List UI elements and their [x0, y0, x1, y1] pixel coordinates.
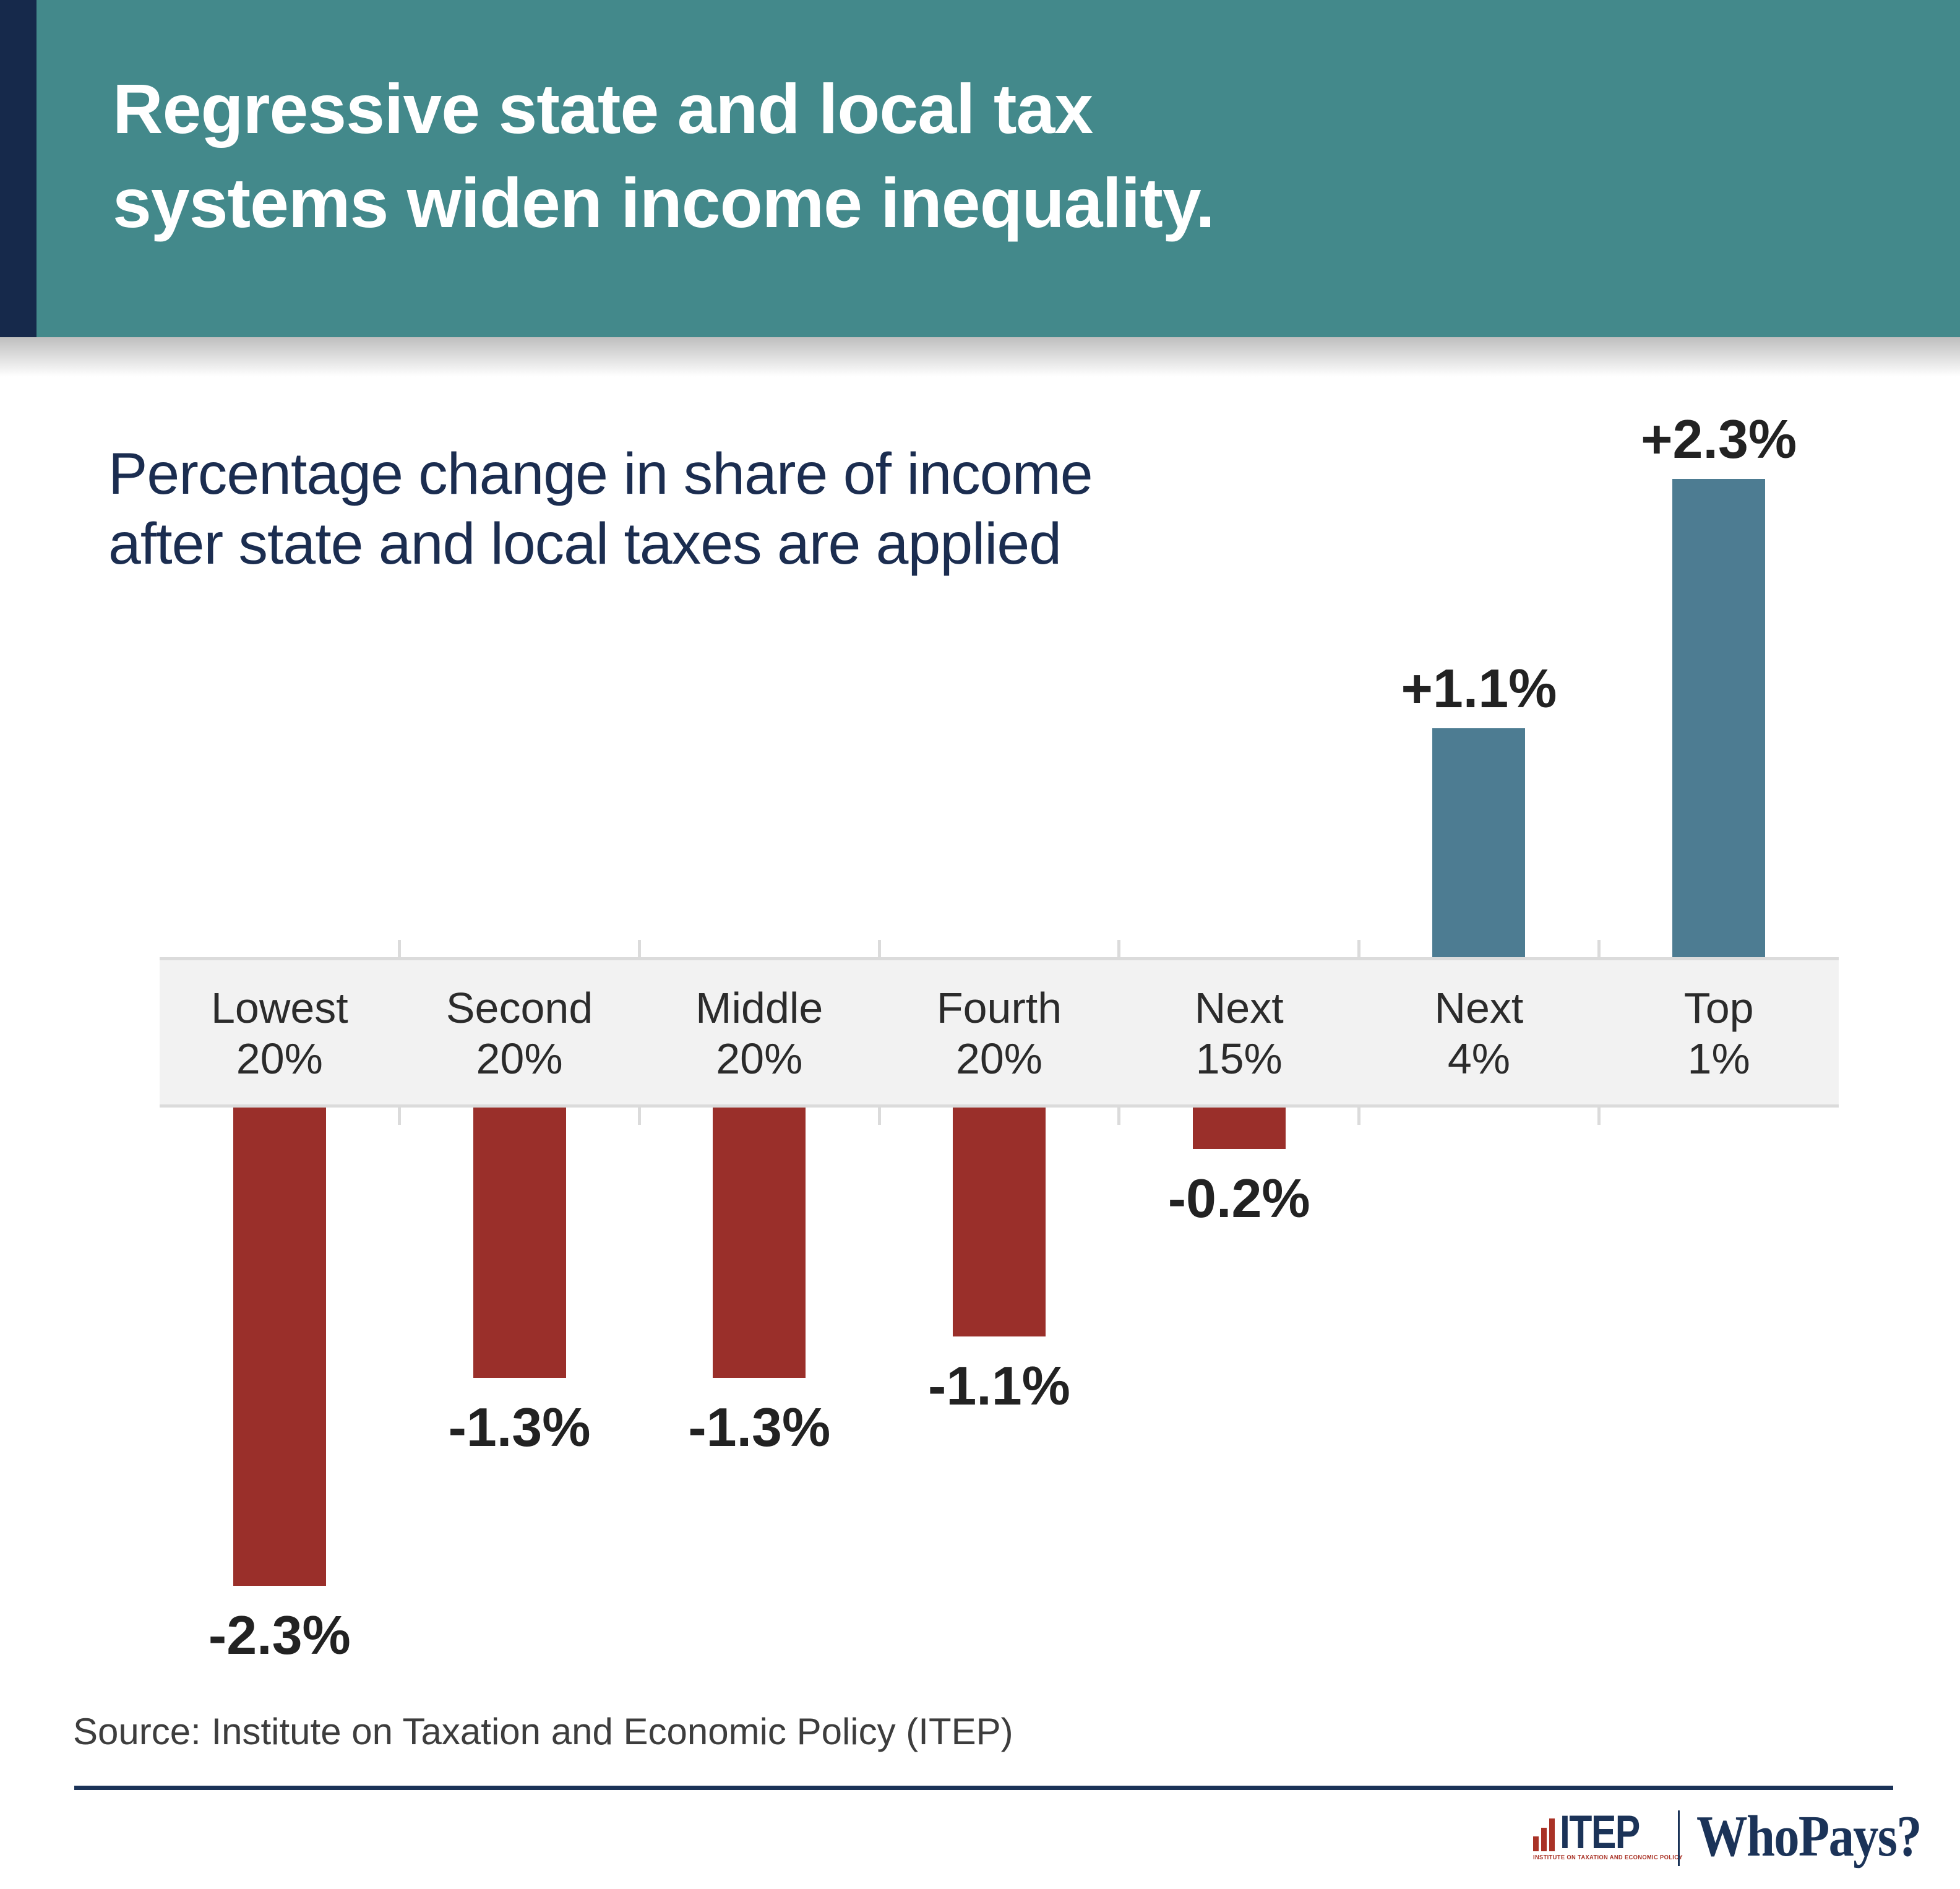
header-drop-shadow — [0, 337, 1960, 377]
bar-next-4pct — [1432, 728, 1526, 957]
category-boundary-tick-top — [1117, 940, 1121, 957]
category-label-line: 1% — [1687, 1035, 1750, 1083]
category-label: Lowest 20% — [160, 983, 400, 1084]
value-label: -0.2% — [1167, 1168, 1310, 1229]
category-boundary-tick-top — [877, 940, 881, 957]
bar-middle-20pct — [713, 1108, 806, 1378]
title-line-1: Regressive state and local tax — [113, 70, 1093, 148]
category-label-line: 4% — [1447, 1035, 1510, 1083]
chart-subtitle-line-1: Percentage change in share of income — [108, 441, 1093, 507]
bar-top-1pct — [1672, 479, 1766, 957]
category-label: Next 15% — [1119, 983, 1359, 1084]
itep-logo-top: ITEP — [1533, 1806, 1669, 1859]
logo-divider-line — [1678, 1810, 1680, 1866]
value-label: +1.1% — [1401, 658, 1557, 720]
whopays-logo: WhoPays? — [1696, 1804, 1922, 1869]
category-label-line: 20% — [236, 1035, 323, 1083]
category-boundary-tick-bottom — [398, 1108, 402, 1125]
chart-subtitle: Percentage change in share of income aft… — [108, 439, 1093, 579]
category-label: Fourth 20% — [879, 983, 1119, 1084]
category-boundary-tick-top — [1357, 940, 1361, 957]
category-boundary-tick-bottom — [637, 1108, 641, 1125]
itep-caption: INSTITUTE ON TAXATION AND ECONOMIC POLIC… — [1533, 1854, 1683, 1861]
bar-fourth-20pct — [953, 1108, 1046, 1336]
page-title: Regressive state and local tax systems w… — [113, 62, 1215, 250]
chart-subtitle-line-2: after state and local taxes are applied — [108, 511, 1062, 577]
category-label-line: 20% — [476, 1035, 563, 1083]
bar-second-20pct — [473, 1108, 566, 1378]
header-accent-bar — [0, 0, 37, 337]
value-label: +2.3% — [1641, 408, 1797, 470]
category-label: Middle 20% — [639, 983, 879, 1084]
itep-wordmark: ITEP — [1560, 1806, 1640, 1859]
category-label-line: Middle — [695, 984, 823, 1032]
value-label: -1.1% — [928, 1354, 1070, 1416]
category-boundary-tick-bottom — [1597, 1108, 1601, 1125]
category-label-line: Next — [1194, 984, 1284, 1032]
bar-chart-icon — [1533, 1813, 1557, 1851]
category-boundary-tick-top — [1597, 940, 1601, 957]
value-label: -1.3% — [448, 1396, 591, 1458]
title-line-2: systems widen income inequality. — [113, 164, 1215, 242]
category-boundary-tick-bottom — [1357, 1108, 1361, 1125]
category-boundary-tick-bottom — [1117, 1108, 1121, 1125]
category-label: Second 20% — [400, 983, 640, 1084]
category-label-line: 20% — [955, 1035, 1043, 1083]
header-banner: Regressive state and local tax systems w… — [0, 0, 1960, 337]
value-label: -1.3% — [688, 1396, 831, 1458]
category-boundary-tick-top — [398, 940, 402, 957]
category-label-line: 15% — [1195, 1035, 1283, 1083]
bar-next-15pct — [1192, 1108, 1286, 1150]
bar-lowest-20pct — [233, 1108, 326, 1586]
category-label-line: Next — [1434, 984, 1524, 1032]
value-label: -2.3% — [208, 1604, 351, 1666]
category-boundary-tick-bottom — [877, 1108, 881, 1125]
category-axis-band — [160, 957, 1839, 1108]
category-label-line: Lowest — [210, 984, 348, 1032]
source-note: Source: Institute on Taxation and Econom… — [73, 1711, 1013, 1752]
category-label-line: Second — [445, 984, 593, 1032]
itep-logo: ITEP INSTITUTE ON TAXATION AND ECONOMIC … — [1533, 1806, 1683, 1865]
category-boundary-tick-top — [637, 940, 641, 957]
category-label-line: Top — [1683, 984, 1754, 1032]
category-label: Next 4% — [1359, 983, 1599, 1084]
category-label-line: Fourth — [936, 984, 1062, 1032]
footer-divider-rule — [74, 1786, 1893, 1790]
category-label: Top 1% — [1599, 983, 1839, 1084]
category-label-line: 20% — [716, 1035, 803, 1083]
